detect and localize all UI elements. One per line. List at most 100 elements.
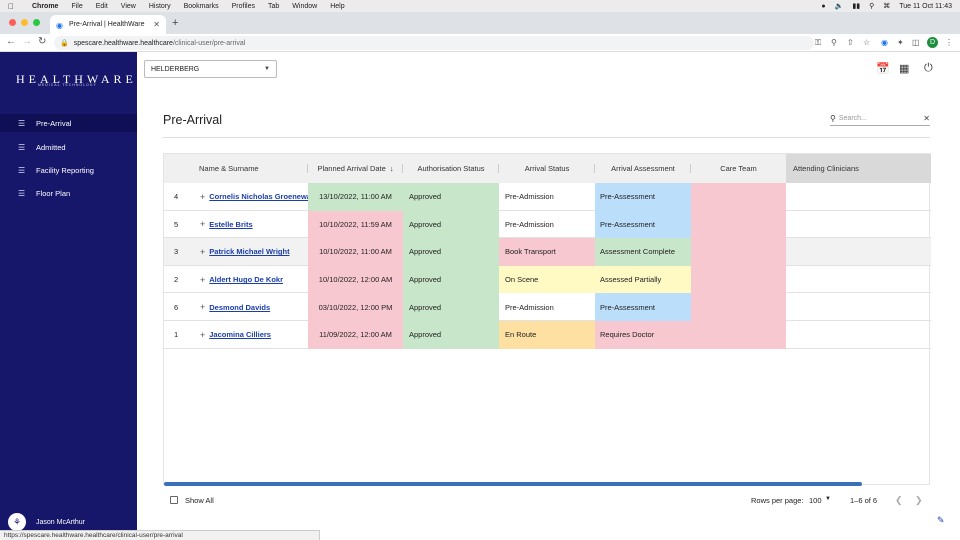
column-header-name[interactable]: Name & Surname: [199, 154, 308, 183]
volume-icon[interactable]: 🔈: [834, 3, 844, 10]
patient-name-link[interactable]: Jacomina Cilliers: [209, 330, 271, 340]
back-icon[interactable]: ←: [6, 36, 16, 47]
horizontal-scrollbar[interactable]: [164, 482, 862, 486]
calendar-icon[interactable]: 📅: [876, 63, 890, 75]
previous-page-icon[interactable]: ❮: [895, 495, 903, 505]
table-row[interactable]: 6 + Desmond Davids 03/10/2022, 12:00 PM Appr…: [164, 293, 931, 321]
key-icon[interactable]: ⚿: [815, 38, 822, 47]
clock[interactable]: Tue 11 Oct 11:43: [899, 2, 952, 10]
apple-icon[interactable]: : [8, 2, 18, 11]
menu-app-name[interactable]: Chrome: [32, 2, 59, 10]
menu-history[interactable]: History: [148, 2, 171, 10]
edit-icon[interactable]: ✎: [937, 515, 945, 525]
show-all-checkbox[interactable]: [170, 496, 178, 504]
menu-help[interactable]: Help: [330, 2, 345, 10]
expand-icon[interactable]: +: [200, 246, 206, 257]
column-separator: [498, 164, 499, 173]
logo-subtitle: MEDICAL TECHNOLOGY: [38, 83, 97, 87]
row-index: 6: [174, 302, 179, 312]
sidebar-item-floor-plan[interactable]: ☰ Floor Plan: [0, 184, 137, 202]
menu-tab[interactable]: Tab: [267, 2, 280, 10]
column-header-care-team[interactable]: Care Team: [691, 154, 786, 183]
patient-name-link[interactable]: Patrick Michael Wright: [209, 247, 290, 257]
user-profile[interactable]: ⚘ Jason McArthur: [8, 513, 85, 531]
patient-name-link[interactable]: Estelle Brits: [209, 219, 253, 229]
pre-arrival-table: Name & Surname Planned Arrival Date ↓ Au…: [163, 153, 931, 486]
search-icon[interactable]: ⚲: [869, 3, 875, 10]
lock-icon[interactable]: 🔒: [60, 40, 69, 47]
expand-icon[interactable]: +: [200, 191, 206, 202]
expand-icon[interactable]: +: [200, 329, 206, 340]
table-row[interactable]: 2 + Aldert Hugo De Kokr 10/10/2022, 12:00 A…: [164, 265, 931, 294]
patient-name-cell: + Estelle Brits: [200, 211, 308, 239]
table-row[interactable]: 1 + Jacomina Cilliers 11/09/2022, 12:00 AM A…: [164, 321, 931, 349]
reload-icon[interactable]: ↻: [38, 36, 47, 47]
tab-close-icon[interactable]: ✕: [153, 20, 160, 29]
patient-name-cell: + Desmond Davids: [200, 293, 308, 321]
menu-bookmarks[interactable]: Bookmarks: [183, 2, 219, 10]
patient-name-link[interactable]: Desmond Davids: [209, 302, 271, 312]
expand-icon[interactable]: +: [200, 274, 206, 285]
clear-search-icon[interactable]: ✕: [923, 114, 930, 123]
row-index: 1: [174, 330, 179, 340]
window-close-icon[interactable]: [9, 19, 16, 26]
wifi-icon[interactable]: ⌘: [883, 3, 891, 10]
window-maximize-icon[interactable]: [33, 19, 40, 26]
browser-tab[interactable]: ◉ Pre-Arrival | HealthWare ✕: [50, 15, 166, 34]
sidebar-item-label: Floor Plan: [36, 188, 71, 198]
arrival-assessment-cell: Assessment Complete: [595, 238, 691, 266]
menu-window[interactable]: Window: [292, 2, 318, 10]
menu-view[interactable]: View: [120, 2, 136, 10]
menu-edit[interactable]: Edit: [95, 2, 108, 10]
share-icon[interactable]: ⇧: [847, 38, 854, 47]
arrival-assessment-cell: Pre-Assessment: [595, 183, 691, 211]
search-input[interactable]: Search...: [838, 115, 867, 122]
menu-kebab-icon[interactable]: ⋮: [945, 38, 953, 47]
profile-avatar[interactable]: D: [927, 37, 938, 48]
bookmark-star-icon[interactable]: ☆: [863, 38, 871, 47]
record-icon[interactable]: ●: [821, 2, 826, 10]
table-row[interactable]: 4 + Cornelis Nicholas Groenewald 13/10/2022…: [164, 183, 931, 211]
forward-icon[interactable]: →: [22, 36, 32, 47]
menu-file[interactable]: File: [71, 2, 83, 10]
expand-icon[interactable]: +: [200, 302, 206, 313]
new-tab-icon[interactable]: +: [172, 17, 179, 29]
sidepanel-icon[interactable]: ◫: [912, 38, 920, 47]
sidebar-item-facility-reporting[interactable]: ☰ Facility Reporting: [0, 161, 137, 179]
menu-profiles[interactable]: Profiles: [231, 2, 255, 10]
extension-icon[interactable]: ◉: [881, 38, 888, 47]
patient-name-link[interactable]: Cornelis Nicholas Groenewald: [209, 192, 308, 202]
table-row[interactable]: 5 + Estelle Brits 10/10/2022, 11:59 AM Appro…: [164, 210, 931, 239]
puzzle-icon[interactable]: ✦: [897, 38, 904, 47]
expand-icon[interactable]: +: [200, 219, 206, 230]
column-header-authorisation[interactable]: Authorisation Status: [403, 154, 499, 183]
authorisation-status-cell: Approved: [403, 183, 499, 211]
arrival-status-cell: En Route: [499, 321, 595, 349]
column-header-arrival-status[interactable]: Arrival Status: [499, 154, 595, 183]
sidebar-item-pre-arrival[interactable]: ☰ Pre-Arrival: [0, 114, 137, 132]
planned-arrival-cell: 11/09/2022, 12:00 AM: [308, 321, 403, 349]
column-header-planned-arrival[interactable]: Planned Arrival Date ↓: [308, 154, 403, 183]
avatar[interactable]: ⚘: [8, 513, 26, 531]
battery-icon[interactable]: ▮▮: [852, 3, 861, 10]
power-icon[interactable]: ⏻: [924, 62, 933, 74]
planned-arrival-cell: 13/10/2022, 11:00 AM: [308, 183, 403, 211]
patient-name-link[interactable]: Aldert Hugo De Kokr: [209, 275, 284, 285]
window-minimize-icon[interactable]: [21, 19, 28, 26]
rows-per-page-select[interactable]: 100: [809, 496, 822, 505]
sidebar-item-admitted[interactable]: ☰ Admitted: [0, 138, 137, 156]
table-row[interactable]: 3 + Patrick Michael Wright 10/10/2022, 11:0…: [164, 238, 931, 266]
sort-desc-icon[interactable]: ↓: [389, 164, 394, 173]
address-bar[interactable]: 🔒 spescare.healthware.healthcare/clinica…: [54, 36, 814, 50]
chevron-down-icon[interactable]: ▼: [825, 496, 831, 502]
rows-per-page-label: Rows per page:: [751, 496, 804, 505]
column-header-attending-clinicians[interactable]: Attending Clinicians: [786, 154, 931, 183]
hospital-select[interactable]: HELDERBERG ▼: [144, 60, 277, 78]
building-icon[interactable]: ▦: [899, 63, 910, 75]
planned-arrival-cell: 10/10/2022, 11:00 AM: [308, 238, 403, 266]
search-bar[interactable]: ⚲ Search... ✕: [830, 112, 930, 126]
zoom-icon[interactable]: ⚲: [831, 38, 837, 47]
sidebar-item-label: Facility Reporting: [36, 165, 94, 175]
next-page-icon[interactable]: ❯: [915, 495, 923, 505]
column-header-arrival-assessment[interactable]: Arrival Assessment: [595, 154, 691, 183]
